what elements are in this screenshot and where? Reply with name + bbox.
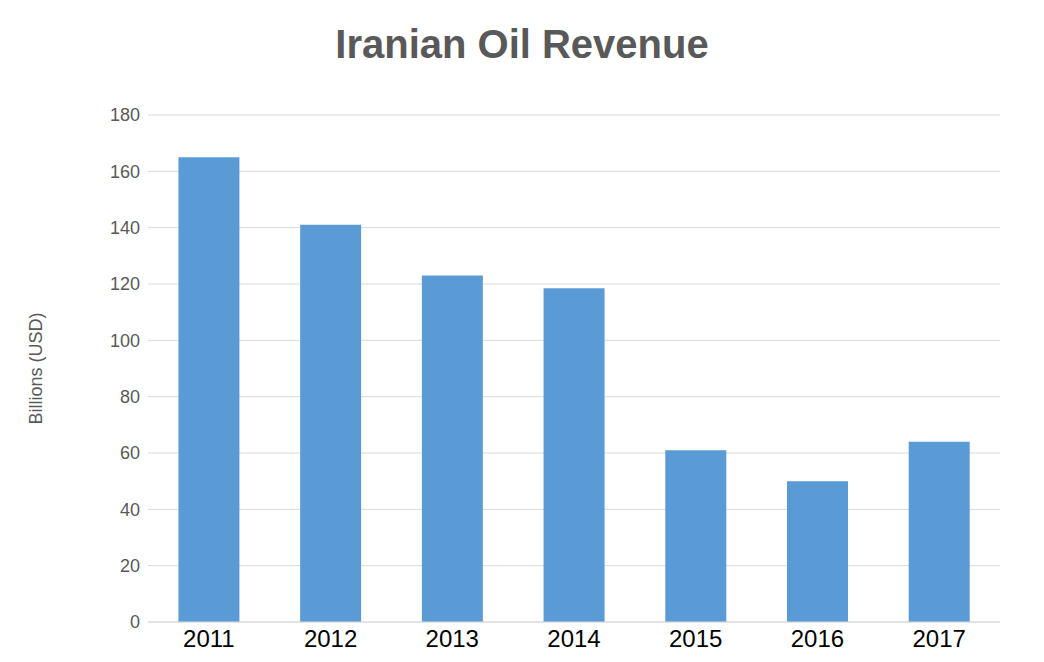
svg-text:180: 180: [110, 105, 140, 125]
svg-text:2015: 2015: [669, 625, 722, 652]
svg-text:100: 100: [110, 331, 140, 351]
svg-text:120: 120: [110, 274, 140, 294]
svg-text:2017: 2017: [912, 625, 965, 652]
svg-text:160: 160: [110, 162, 140, 182]
svg-text:2013: 2013: [426, 625, 479, 652]
svg-text:0: 0: [130, 612, 140, 632]
svg-text:60: 60: [120, 443, 140, 463]
svg-text:140: 140: [110, 218, 140, 238]
svg-text:2014: 2014: [547, 625, 600, 652]
svg-text:2016: 2016: [791, 625, 844, 652]
svg-text:80: 80: [120, 387, 140, 407]
svg-text:20: 20: [120, 556, 140, 576]
html-text:Iranian Oil Revenue: Iranian Oil Revenue: [335, 22, 709, 66]
svg-text:Billions (USD): Billions (USD): [26, 312, 46, 424]
svg-text:2011: 2011: [183, 625, 235, 652]
svg-text:40: 40: [120, 500, 140, 520]
svg-text:2012: 2012: [304, 625, 357, 652]
